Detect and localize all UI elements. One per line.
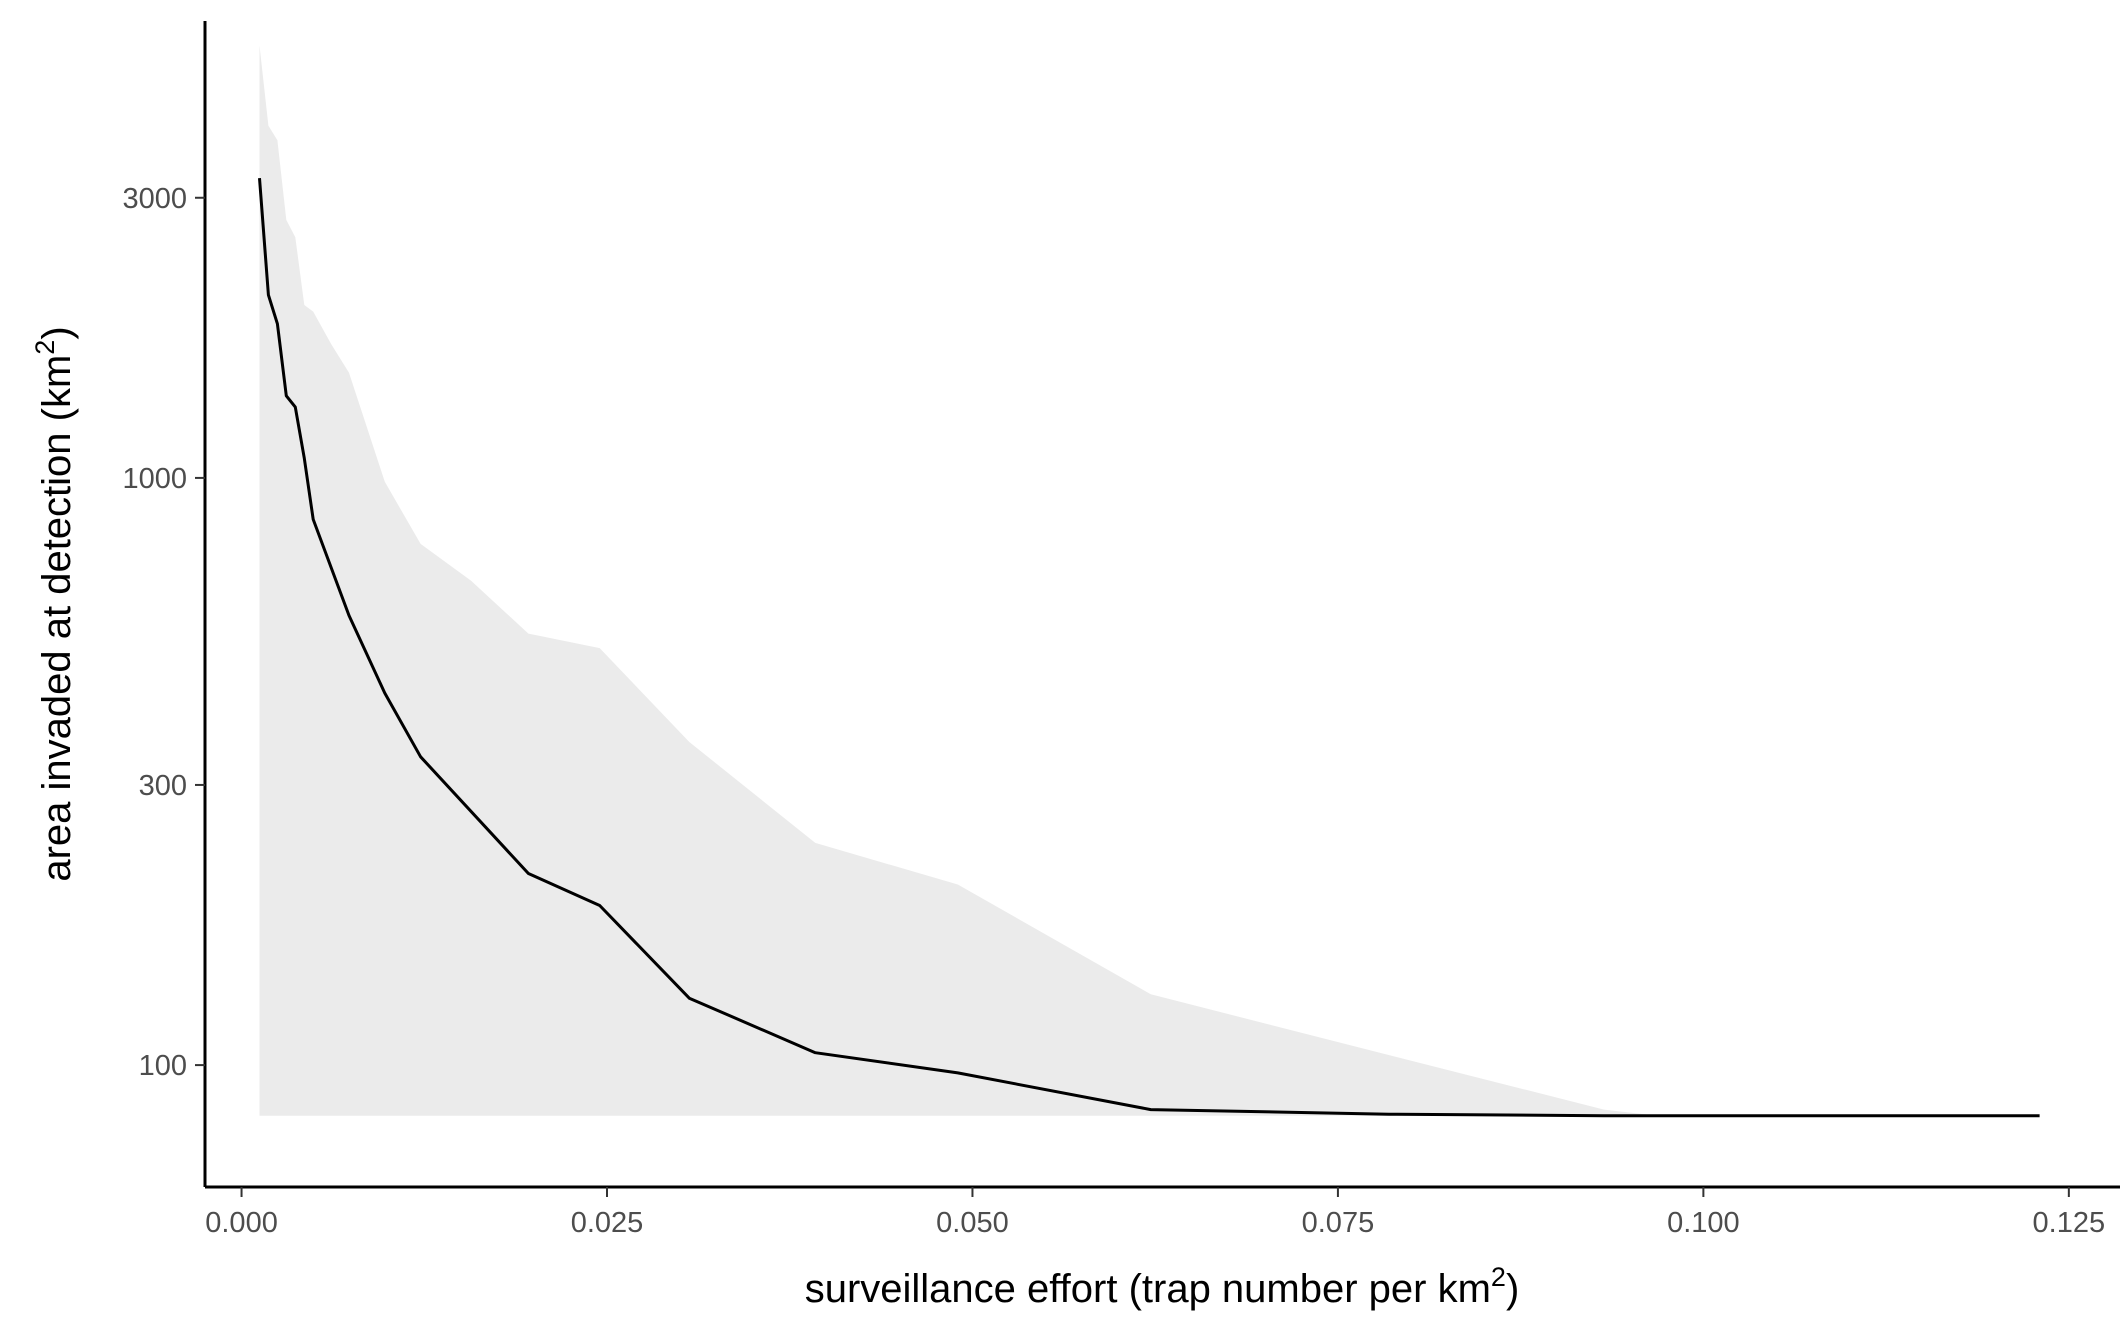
y-axis-title-suffix: ): [35, 326, 79, 339]
x-axis-title-suffix: ): [1506, 1267, 1519, 1311]
plot-area: [258, 45, 2040, 1118]
x-tick-label: 0.050: [936, 1207, 1009, 1239]
x-tick-label: 0.000: [205, 1207, 278, 1239]
x-axis-ticks: 0.000 0.025 0.050 0.075 0.100 0.125: [205, 1187, 2105, 1239]
x-tick-label: 0.100: [1667, 1207, 1740, 1239]
x-axis-title: surveillance effort (trap number per km2…: [805, 1262, 1520, 1311]
x-axis-title-superscript: 2: [1491, 1262, 1506, 1292]
x-tick-label: 0.075: [1302, 1207, 1375, 1239]
median-line: [258, 177, 2040, 1118]
x-tick-label: 0.125: [2033, 1207, 2106, 1239]
y-tick-label: 3000: [122, 183, 187, 215]
y-axis-ticks: 100 300 1000 3000: [122, 183, 205, 1082]
x-axis-title-main: surveillance effort (trap number per km: [805, 1267, 1491, 1311]
axes: [203, 21, 2120, 1189]
y-axis-title: area invaded at detection (km2): [30, 326, 79, 881]
x-tick-label: 0.025: [571, 1207, 644, 1239]
y-tick-label: 300: [139, 770, 187, 802]
confidence-ribbon: [259, 45, 2040, 1116]
y-axis-title-main: area invaded at detection (km: [35, 355, 79, 882]
y-tick-label: 1000: [122, 463, 187, 495]
y-axis-title-superscript: 2: [30, 340, 60, 355]
y-tick-label: 100: [139, 1050, 187, 1082]
